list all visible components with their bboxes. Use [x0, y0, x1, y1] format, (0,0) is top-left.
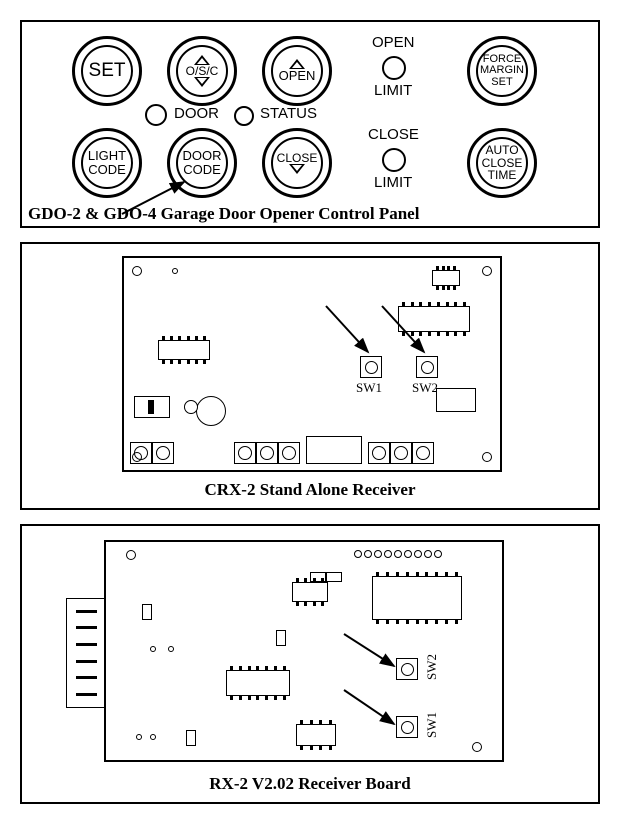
panel3-caption: RX-2 V2.02 Receiver Board	[22, 774, 598, 794]
crx2-panel: SW1 SW2	[20, 242, 600, 510]
pointer-arrows	[22, 526, 598, 802]
rx2-panel: SW2 SW1 RX-2 V2.02 Receiver Board	[20, 524, 600, 804]
pointer-arrows	[22, 244, 598, 508]
panel1-caption: GDO-2 & GDO-4 Garage Door Opener Control…	[22, 204, 598, 224]
panel2-caption: CRX-2 Stand Alone Receiver	[22, 480, 598, 500]
pointer-arrow	[22, 22, 598, 226]
control-panel: SET O/S/C OPEN FORCE MARGIN SET	[20, 20, 600, 228]
